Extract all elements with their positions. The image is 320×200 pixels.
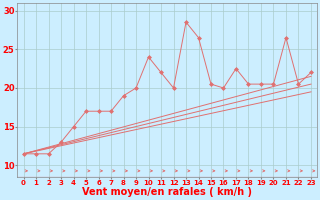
X-axis label: Vent moyen/en rafales ( km/h ): Vent moyen/en rafales ( km/h ): [82, 187, 252, 197]
